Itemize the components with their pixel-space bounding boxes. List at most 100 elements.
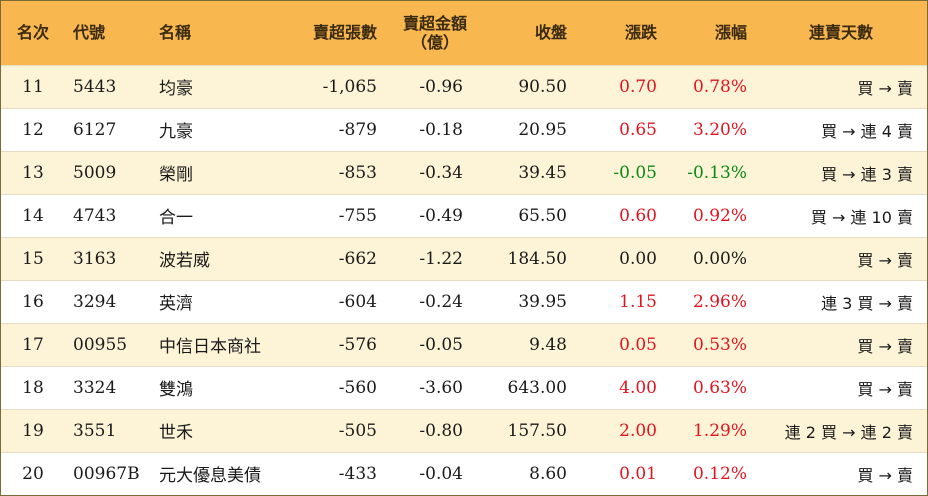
cell-change-pct: 3.20% bbox=[665, 107, 755, 151]
cell-rank: 11 bbox=[1, 64, 65, 108]
cell-change: 4.00 bbox=[575, 365, 665, 409]
cell-sell-amount: -3.60 bbox=[385, 365, 485, 409]
cell-change-pct: 2.96% bbox=[665, 279, 755, 323]
cell-sell-lots: -433 bbox=[291, 451, 385, 495]
table-row: 17 00955 中信日本商社 -576 -0.05 9.48 0.05 0.53% 買 → 賣 bbox=[1, 322, 927, 366]
cell-sell-lots: -1,065 bbox=[291, 64, 385, 108]
cell-sell-lots: -662 bbox=[291, 236, 385, 280]
table-row: 16 3294 英濟 -604 -0.24 39.95 1.15 2.96% 連 3 買 → 賣 bbox=[1, 279, 927, 323]
cell-streak: 買 → 賣 bbox=[755, 365, 927, 409]
cell-close: 65.50 bbox=[485, 193, 575, 237]
cell-name: 波若威 bbox=[151, 236, 291, 280]
table-body: 11 5443 均豪 -1,065 -0.96 90.50 0.70 0.78% 買 → 賣 12… bbox=[1, 64, 927, 495]
cell-name: 英濟 bbox=[151, 279, 291, 323]
cell-change: 0.65 bbox=[575, 107, 665, 151]
cell-code: 3551 bbox=[65, 408, 151, 452]
header-rank: 名次 bbox=[16, 23, 49, 43]
table-row: 14 4743 合一 -755 -0.49 65.50 0.60 0.92% 買 → 連 10 … bbox=[1, 193, 927, 237]
cell-change-pct: 1.29% bbox=[665, 408, 755, 452]
header-streak: 連賣天數 bbox=[808, 23, 873, 43]
cell-name: 雙鴻 bbox=[151, 365, 291, 409]
cell-change-pct: 0.00% bbox=[665, 236, 755, 280]
cell-sell-lots: -505 bbox=[291, 408, 385, 452]
header-change-pct: 漲幅 bbox=[714, 23, 747, 43]
cell-streak: 連 3 買 → 賣 bbox=[755, 279, 927, 323]
cell-close: 9.48 bbox=[485, 322, 575, 366]
table-row: 18 3324 雙鴻 -560 -3.60 643.00 4.00 0.63% 買 → 賣 bbox=[1, 365, 927, 409]
cell-sell-amount: -0.80 bbox=[385, 408, 485, 452]
cell-close: 184.50 bbox=[485, 236, 575, 280]
cell-streak: 買 → 連 3 賣 bbox=[755, 150, 927, 194]
cell-sell-lots: -755 bbox=[291, 193, 385, 237]
header-sell-amount-label: 賣超金額 bbox=[402, 13, 467, 33]
header-sell-lots: 賣超張數 bbox=[312, 23, 377, 43]
cell-code: 3294 bbox=[65, 279, 151, 323]
cell-sell-lots: -853 bbox=[291, 150, 385, 194]
cell-sell-amount: -0.34 bbox=[385, 150, 485, 194]
cell-rank: 17 bbox=[1, 322, 65, 366]
cell-rank: 20 bbox=[1, 451, 65, 495]
table-header-row: 名次 代號 名稱 賣超張數 賣超金額 （億） 收盤 漲跌 漲幅 連賣天數 bbox=[1, 1, 927, 65]
cell-change-pct: 0.12% bbox=[665, 451, 755, 495]
cell-streak: 買 → 賣 bbox=[755, 64, 927, 108]
cell-change: 0.00 bbox=[575, 236, 665, 280]
cell-sell-amount: -0.96 bbox=[385, 64, 485, 108]
cell-rank: 15 bbox=[1, 236, 65, 280]
table-row: 13 5009 榮剛 -853 -0.34 39.45 -0.05 -0.13% 買 → 連 3… bbox=[1, 150, 927, 194]
table-row: 20 00967B 元大優息美債 -433 -0.04 8.60 0.01 0.12% 買 → … bbox=[1, 451, 927, 495]
cell-code: 5443 bbox=[65, 64, 151, 108]
header-change: 漲跌 bbox=[624, 23, 657, 43]
cell-close: 39.45 bbox=[485, 150, 575, 194]
table-row: 19 3551 世禾 -505 -0.80 157.50 2.00 1.29% 連 2 買 → … bbox=[1, 408, 927, 452]
cell-rank: 13 bbox=[1, 150, 65, 194]
cell-change-pct: 0.53% bbox=[665, 322, 755, 366]
cell-code: 6127 bbox=[65, 107, 151, 151]
cell-sell-amount: -0.18 bbox=[385, 107, 485, 151]
cell-code: 00955 bbox=[65, 322, 151, 366]
cell-name: 均豪 bbox=[151, 64, 291, 108]
cell-change-pct: 0.63% bbox=[665, 365, 755, 409]
table-row: 15 3163 波若威 -662 -1.22 184.50 0.00 0.00% 買 → 賣 bbox=[1, 236, 927, 280]
cell-name: 合一 bbox=[151, 193, 291, 237]
cell-name: 中信日本商社 bbox=[151, 322, 291, 366]
cell-sell-amount: -0.49 bbox=[385, 193, 485, 237]
cell-close: 8.60 bbox=[485, 451, 575, 495]
cell-streak: 買 → 賣 bbox=[755, 322, 927, 366]
cell-name: 榮剛 bbox=[151, 150, 291, 194]
cell-close: 643.00 bbox=[485, 365, 575, 409]
cell-rank: 12 bbox=[1, 107, 65, 151]
cell-code: 5009 bbox=[65, 150, 151, 194]
cell-rank: 16 bbox=[1, 279, 65, 323]
cell-change: 0.70 bbox=[575, 64, 665, 108]
cell-rank: 18 bbox=[1, 365, 65, 409]
cell-close: 20.95 bbox=[485, 107, 575, 151]
cell-streak: 買 → 連 4 賣 bbox=[755, 107, 927, 151]
cell-sell-lots: -576 bbox=[291, 322, 385, 366]
cell-change: -0.05 bbox=[575, 150, 665, 194]
cell-streak: 買 → 賣 bbox=[755, 236, 927, 280]
header-code: 代號 bbox=[73, 23, 106, 43]
cell-close: 90.50 bbox=[485, 64, 575, 108]
table-row: 12 6127 九豪 -879 -0.18 20.95 0.65 3.20% 買 → 連 4 賣 bbox=[1, 107, 927, 151]
cell-name: 九豪 bbox=[151, 107, 291, 151]
header-name: 名稱 bbox=[159, 23, 192, 43]
cell-sell-amount: -1.22 bbox=[385, 236, 485, 280]
cell-change-pct: 0.78% bbox=[665, 64, 755, 108]
cell-change: 2.00 bbox=[575, 408, 665, 452]
cell-rank: 14 bbox=[1, 193, 65, 237]
cell-streak: 買 → 連 10 賣 bbox=[755, 193, 927, 237]
cell-sell-amount: -0.04 bbox=[385, 451, 485, 495]
cell-code: 00967B bbox=[65, 451, 151, 495]
header-sell-amount-unit: （億） bbox=[410, 32, 459, 52]
cell-streak: 買 → 賣 bbox=[755, 451, 927, 495]
cell-change: 0.01 bbox=[575, 451, 665, 495]
cell-sell-lots: -879 bbox=[291, 107, 385, 151]
cell-streak: 連 2 買 → 連 2 賣 bbox=[755, 408, 927, 452]
cell-code: 3324 bbox=[65, 365, 151, 409]
cell-rank: 19 bbox=[1, 408, 65, 452]
cell-change-pct: -0.13% bbox=[665, 150, 755, 194]
cell-change: 0.60 bbox=[575, 193, 665, 237]
cell-code: 4743 bbox=[65, 193, 151, 237]
